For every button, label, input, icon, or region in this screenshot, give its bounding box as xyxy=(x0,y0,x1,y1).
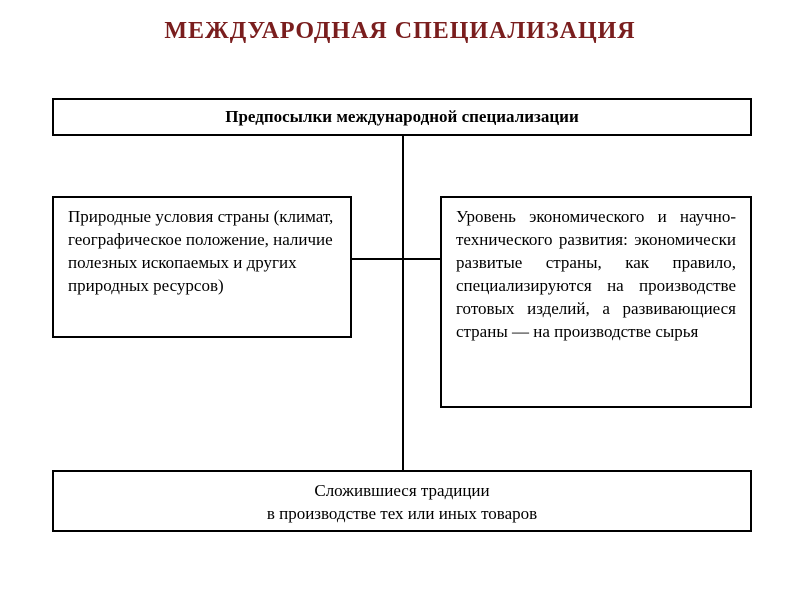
node-traditions: Сложившиеся традиции в производстве тех … xyxy=(52,470,752,532)
node-natural-conditions-label: Природные условия страны (климат, геогра… xyxy=(68,207,333,295)
page-title: МЕЖДУАРОДНАЯ СПЕЦИАЛИЗАЦИЯ xyxy=(0,0,800,45)
node-prerequisites: Предпосылки международной специализации xyxy=(52,98,752,136)
node-economic-level-label: Уровень экономического и научно-техничес… xyxy=(456,207,736,341)
specialization-diagram: Предпосылки международной специализации … xyxy=(42,98,762,568)
node-prerequisites-label: Предпосылки международной специализации xyxy=(225,107,579,126)
node-traditions-line1: Сложившиеся традиции xyxy=(314,481,489,500)
connector-vertical-main xyxy=(402,136,404,470)
connector-to-right xyxy=(402,258,442,260)
connector-to-left xyxy=(352,258,404,260)
node-traditions-line2: в производстве тех или иных товаров xyxy=(267,504,537,523)
node-natural-conditions: Природные условия страны (климат, геогра… xyxy=(52,196,352,338)
node-economic-level: Уровень экономического и научно-техничес… xyxy=(440,196,752,408)
